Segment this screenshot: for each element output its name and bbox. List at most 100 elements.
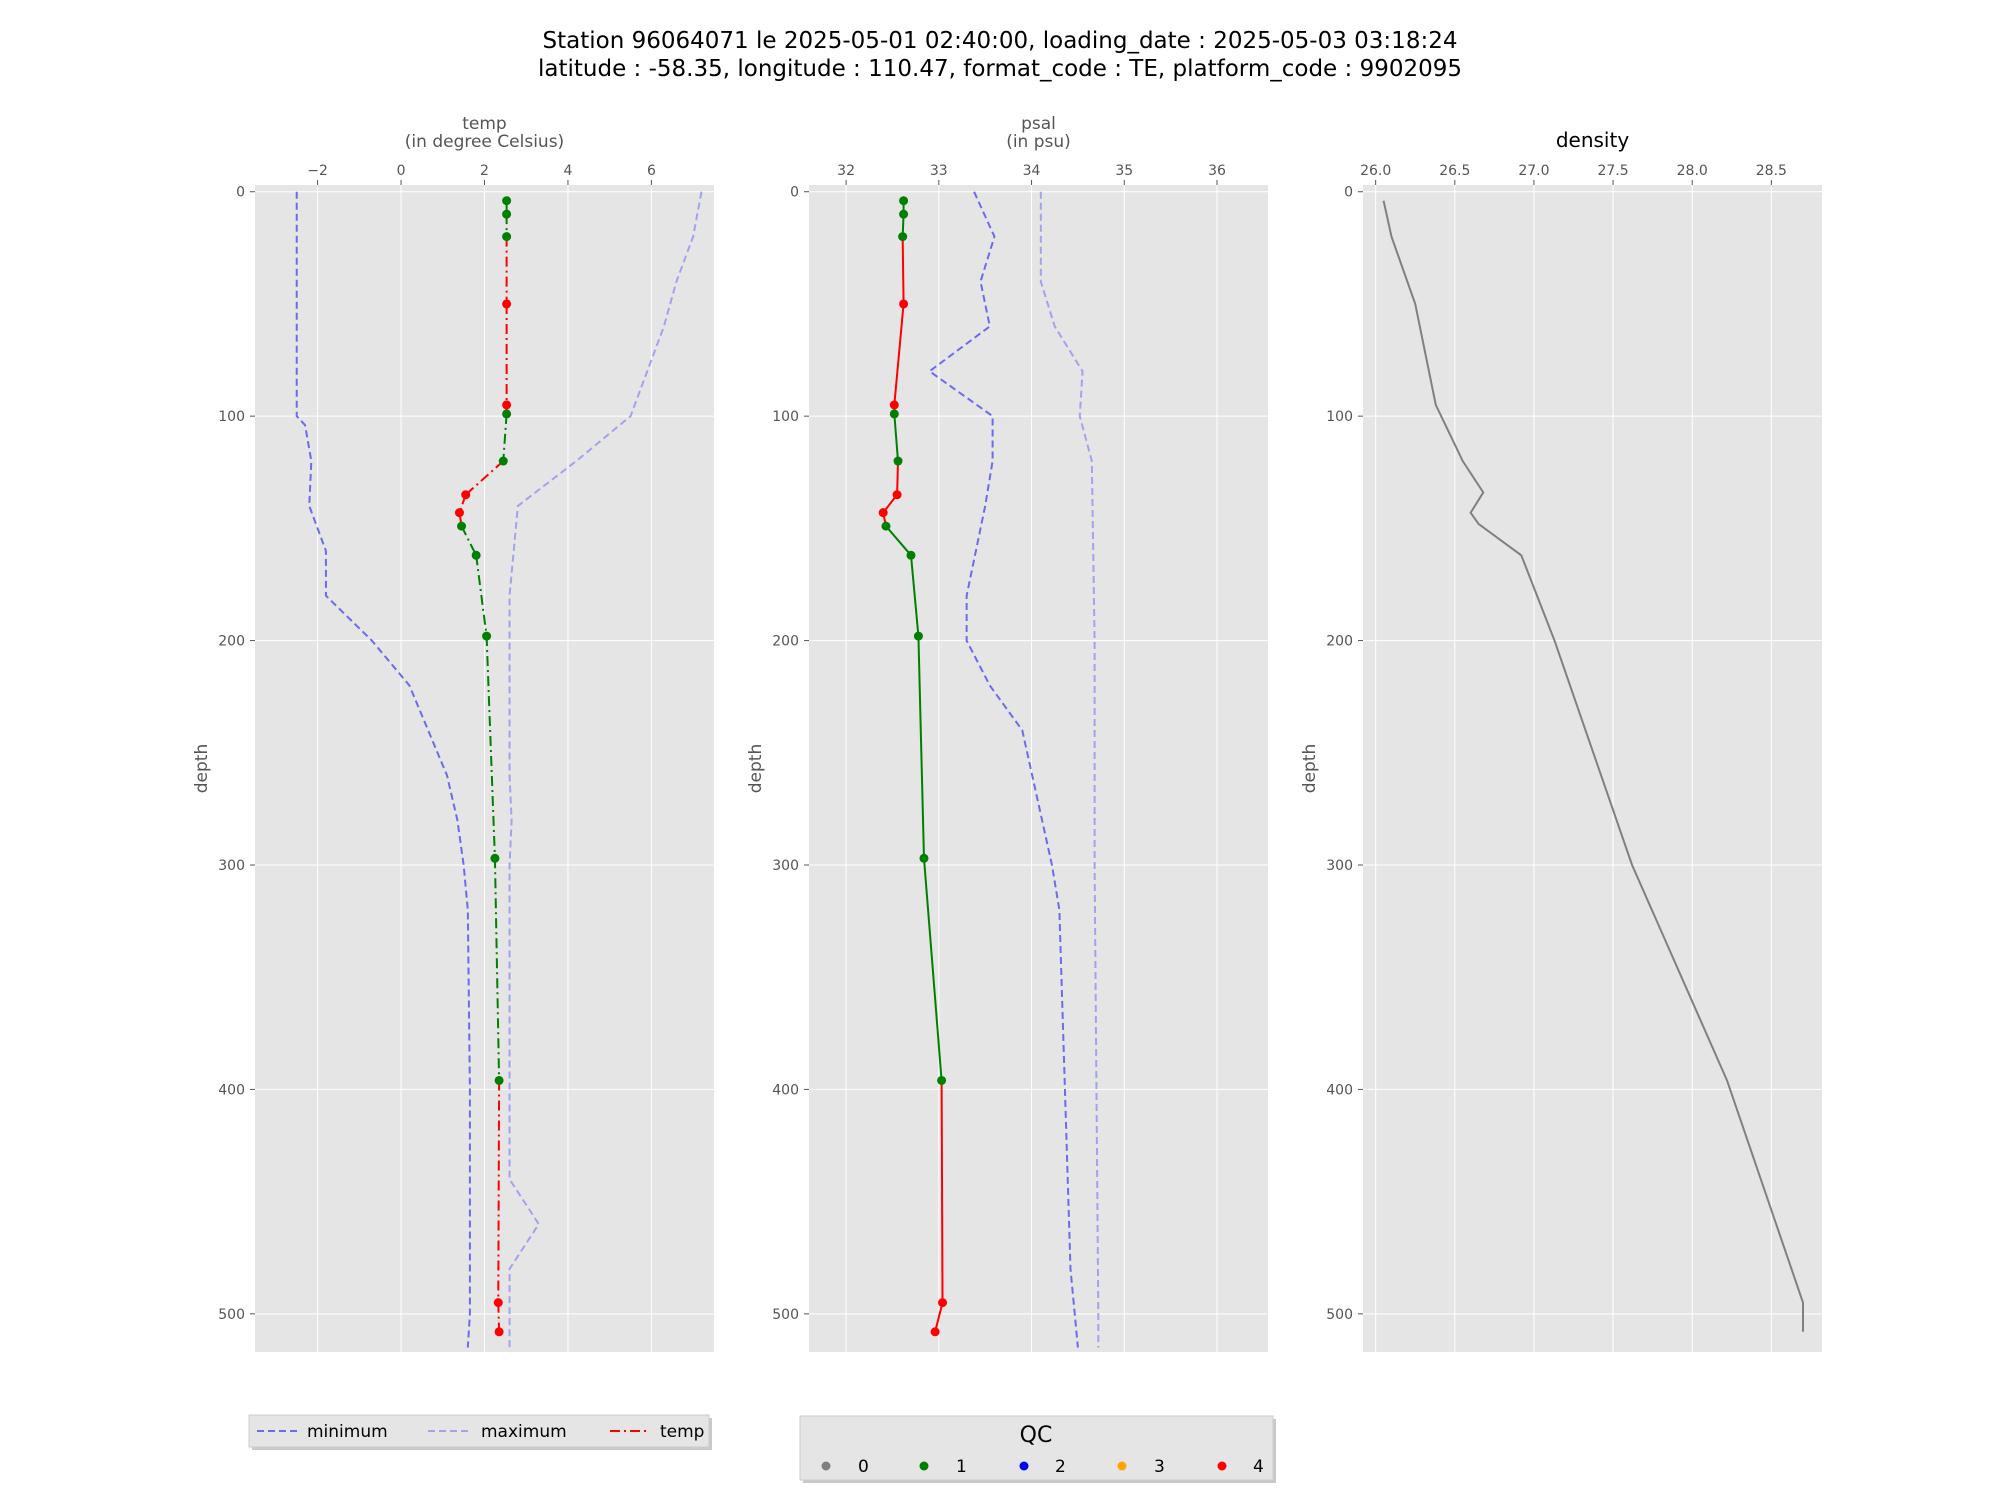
qc-legend: QC 0 1 2 3 4 [799,1415,1276,1483]
psal-data-point [930,1327,940,1337]
temp-data-point [454,508,464,518]
temp-y-tick-label: 300 [218,858,245,874]
psal-data-point [893,456,903,466]
temp-data-point [502,400,512,410]
temp-y-tick-label: 200 [218,634,245,650]
density-panel: 26.0 26.5 27.0 27.5 28.0 28.5 0 100 200 300 400 500… [1300,128,1822,1352]
temp-profile-segment [485,636,496,859]
psal-x-axis-unit-label: (in psu) [1006,132,1071,152]
psal-y-tick-label: 500 [772,1307,799,1323]
legend-temp-label: temp [660,1422,704,1442]
density-x-tick-label: 28.0 [1677,163,1708,179]
qc-legend-box [799,1415,1274,1481]
psal-x-tick-label: 36 [1208,163,1226,179]
psal-x-tick-label: 33 [930,163,948,179]
density-y-tick-label: 500 [1326,1307,1353,1323]
qc-1-label: 1 [956,1457,967,1477]
psal-y-tick-label: 100 [772,409,799,425]
temp-maximum-line [508,191,703,1348]
figure-title-line-2: latitude : -58.35, longitude : 110.47, f… [538,56,1462,82]
psal-profile-segment [893,413,900,462]
temp-data-point [502,196,512,206]
temp-profile-segment [502,413,508,462]
temp-data-point [457,521,467,531]
qc-4-label: 4 [1253,1457,1264,1477]
psal-data-point [906,550,916,560]
line-legend: minimum maximum temp [248,1414,712,1450]
temp-profile-segment [465,460,504,496]
qc-0-marker [821,1461,831,1471]
density-x-tick-label: 26.5 [1439,163,1470,179]
psal-x-tick-label: 34 [1023,163,1041,179]
density-x-tick-label: 26.0 [1360,163,1391,179]
density-y-tick-label: 200 [1326,634,1353,650]
figure-title-line-1: Station 96064071 le 2025-05-01 02:40:00,… [543,28,1458,54]
psal-profile-segment [922,858,943,1081]
psal-data-point [878,508,888,518]
psal-data-point [938,1298,948,1308]
psal-profile-segment [901,236,905,304]
density-x-tick-label: 28.5 [1756,163,1787,179]
density-profile-line [1382,200,1805,1332]
psal-data-point [892,490,902,500]
psal-maximum-line [1039,191,1100,1348]
temp-data-point [498,456,508,466]
temp-profile-segment [497,1302,501,1332]
temp-panel: −2 0 2 4 6 0 100 200 300 400 500 temp(in degree Cel… [192,114,714,1352]
psal-minimum-line [927,191,1079,1348]
temp-y-tick-label: 400 [218,1082,245,1098]
density-y-tick-label: 0 [1344,185,1353,201]
temp-data-point [493,1298,503,1308]
density-x-tick-label: 27.5 [1597,163,1628,179]
density-y-tick-label: 400 [1326,1082,1353,1098]
qc-1-marker [919,1461,929,1471]
temp-profile-segment [475,555,488,637]
psal-profile-segment [893,303,905,406]
temp-profile-segment [497,1080,501,1303]
temp-x-tick-label: 4 [563,163,572,179]
density-y-tick-label: 100 [1326,409,1353,425]
temp-y-tick-label: 100 [218,409,245,425]
psal-data-point [899,209,909,219]
density-x-tick-label: 27.0 [1518,163,1549,179]
temp-data-point [471,550,481,560]
temp-data-point [490,853,500,863]
psal-panel: 32 33 34 35 36 0 100 200 300 400 500 psal(in psu) de… [746,114,1268,1352]
density-y-tick-label: 300 [1326,858,1353,874]
qc-2-marker [1019,1461,1029,1471]
density-y-axis-label: depth [1300,744,1320,793]
psal-profile-segment [917,636,925,859]
psal-y-tick-label: 300 [772,858,799,874]
density-panel-title: density [1556,128,1629,152]
psal-x-tick-label: 35 [1115,163,1133,179]
temp-data-point [482,631,492,641]
temp-data-point [502,209,512,219]
qc-0-label: 0 [858,1457,869,1477]
psal-data-point [919,853,929,863]
temp-x-tick-label: −2 [307,163,328,179]
qc-legend-title: QC [1020,1423,1053,1448]
qc-3-marker [1117,1461,1127,1471]
psal-data-point [937,1075,947,1085]
psal-data-point [913,631,923,641]
temp-data-point [502,232,512,242]
temp-y-axis-label: depth [192,744,212,793]
temp-data-point [461,490,471,500]
temp-data-point [502,409,512,419]
psal-plot-area [809,185,1268,1352]
psal-data-point [889,409,899,419]
psal-y-axis-label: depth [746,744,766,793]
temp-x-axis-unit-label: (in degree Celsius) [405,132,564,152]
legend-maximum-label: maximum [481,1422,567,1442]
temp-profile-segment [460,525,478,556]
qc-2-label: 2 [1055,1457,1066,1477]
psal-data-point [881,521,891,531]
psal-data-point [899,196,909,206]
psal-profile-segment [885,525,912,556]
psal-y-tick-label: 400 [772,1082,799,1098]
psal-profile-segment [934,1302,944,1333]
temp-data-point [502,299,512,309]
psal-data-point [889,400,899,410]
psal-profile-segment [940,1080,944,1303]
